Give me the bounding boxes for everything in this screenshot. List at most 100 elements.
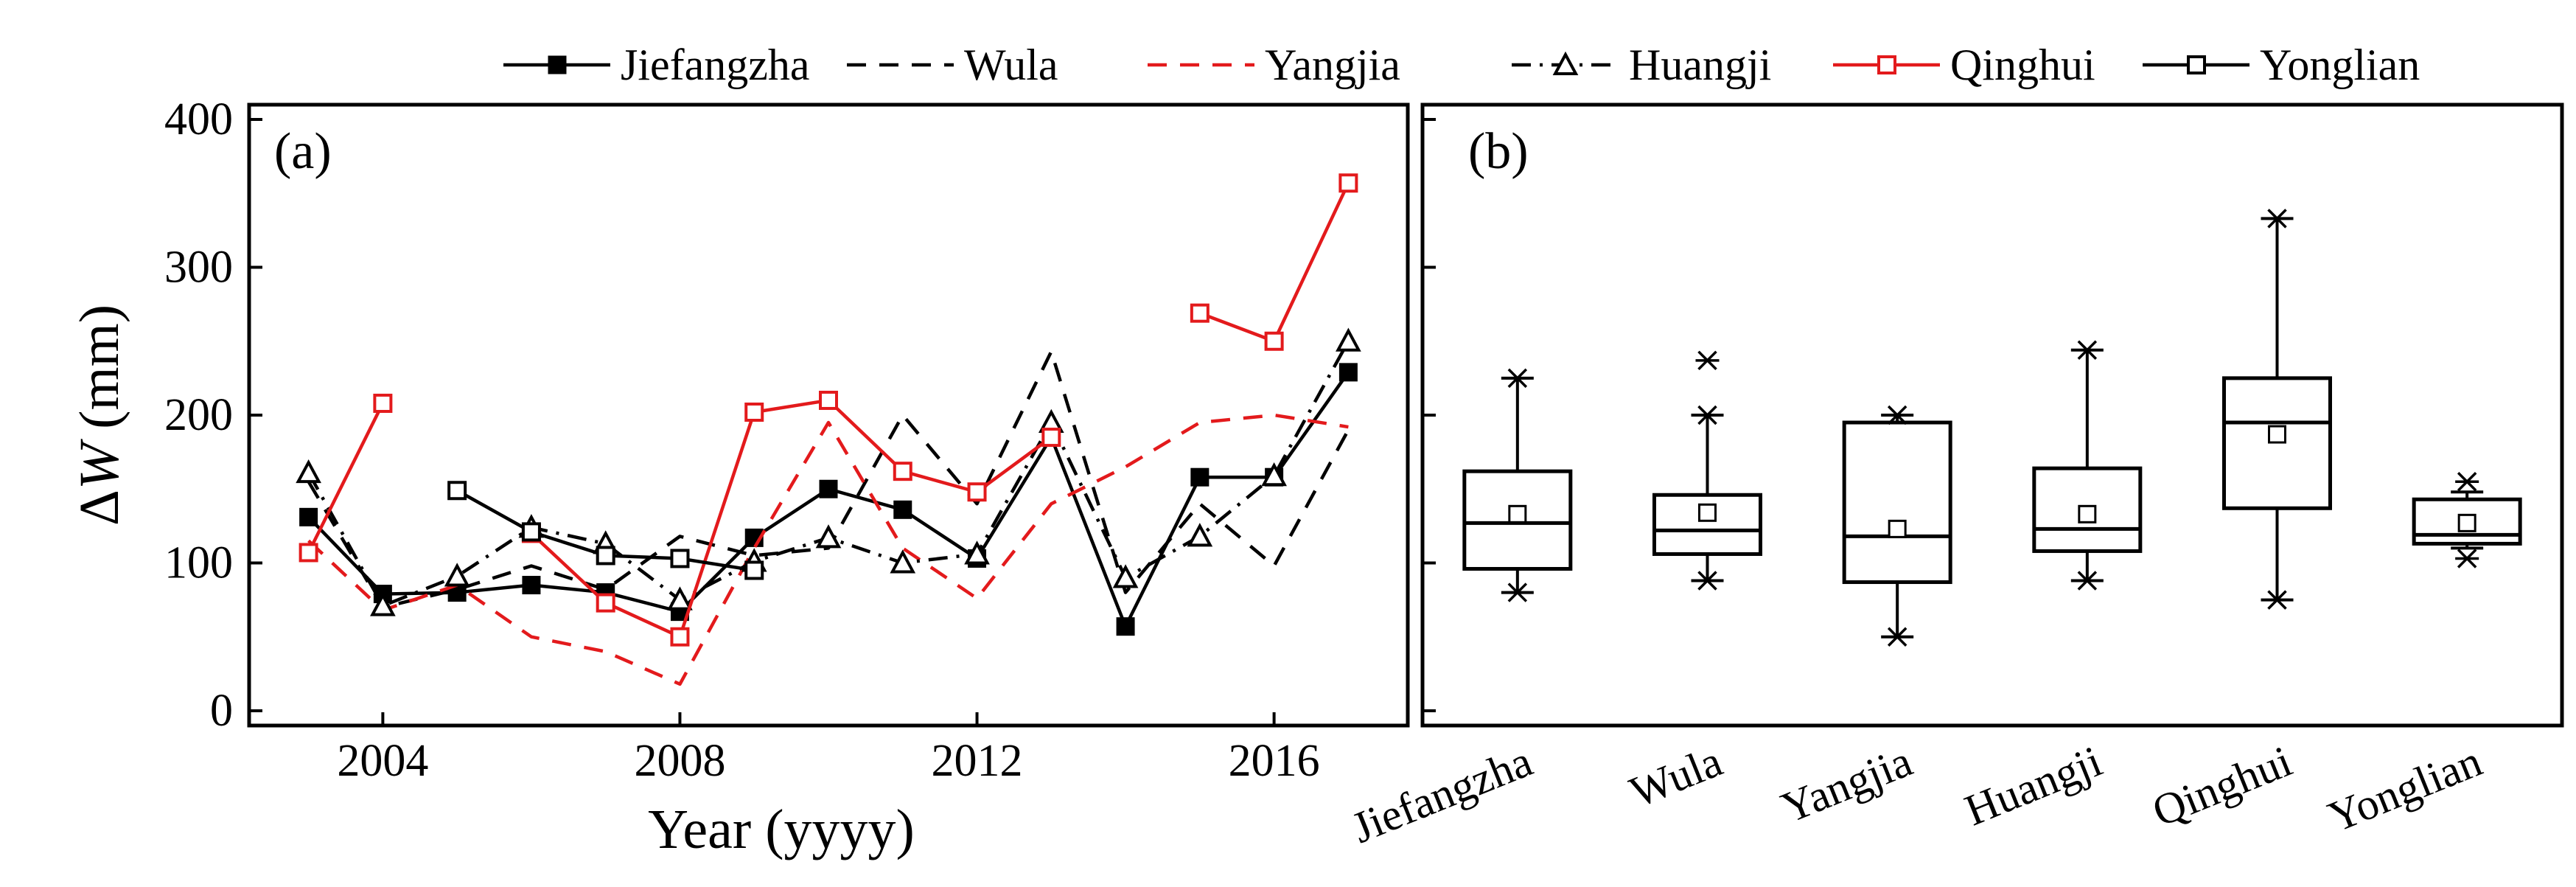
data-point-huangji [1261,462,1287,487]
legend-item-qinghui: Qinghui [1833,41,2095,89]
data-point-qinghui [967,482,987,502]
data-point-jiefangzha [299,507,318,526]
y-axis-title-prefix: Δ [69,490,130,526]
data-point-qinghui [373,393,393,413]
legend-marker-jiefangzha [548,55,567,74]
data-point-jiefangzha [1190,467,1210,487]
data-point-yonglian [744,560,764,580]
data-point-huangji [370,592,396,616]
data-point-qinghui [819,390,838,410]
box-max-marker [2265,209,2289,229]
legend-marker-huangji [1552,51,1579,75]
box-min-marker [1505,582,1529,602]
data-point-huangji [444,563,470,587]
series-line-qinghui [307,402,385,554]
box-iqr [1842,420,1952,585]
box-min-marker [2075,571,2099,591]
box-max-marker [1885,405,1910,425]
data-point-huangji [667,586,693,611]
x-tick-label: 2004 [337,736,428,786]
data-point-yonglian [447,481,467,501]
box-category-labels: Jiefangzha Wula Yangjia Huangji Qinghui Yongl… [1345,737,2488,852]
line-chart-ticks: 0 100 200 300 400 2004 2008 2012 2016 [164,94,1320,786]
x-tick-label: 2016 [1229,736,1320,786]
box-yonglian [2412,471,2522,568]
box-max-marker [1505,368,1529,389]
y-tick-label: 300 [164,243,233,293]
box-mean [2268,425,2286,444]
line-chart-panel: 0 100 200 300 400 2004 2008 2012 2016 (a) Year (… [69,94,1410,860]
box-mean [2457,513,2476,532]
box-min-marker [1885,627,1910,647]
box-min-marker [1695,571,1720,591]
data-point-qinghui [1338,173,1358,193]
line-series-group [296,173,1361,686]
legend-marker-qinghui [1877,55,1896,74]
y-tick-label: 100 [164,538,233,588]
data-point-huangji [1336,327,1361,352]
box-max-marker [1695,405,1720,425]
box-plot-group [1462,209,2522,647]
series-huangji [296,327,1361,616]
y-tick-label: 400 [164,94,233,145]
legend-label-jiefangzha: Jiefangzha [621,41,810,89]
line-chart-frame [247,102,1410,728]
series-line-qinghui [1199,182,1350,344]
box-iqr [2222,376,2332,510]
y-axis-title: ΔW (mm) [69,305,130,526]
line-chart-panel-label: (a) [274,123,332,180]
series-line-yangjia [307,413,1349,686]
category-label-wula: Wula [1623,737,1728,817]
x-tick-label: 2012 [932,736,1023,786]
data-point-qinghui [299,543,318,563]
data-point-jiefangzha [1338,363,1358,382]
legend-item-huangji: Huangji [1512,41,1771,89]
box-qinghui [2222,209,2332,610]
box-chart-frame [1420,102,2564,728]
box-wula [1652,350,1762,591]
category-label-qinghui: Qinghui [2146,737,2298,836]
category-label-yonglian: Yonglian [2322,737,2488,842]
box-iqr [1462,469,1573,571]
legend-marker-yonglian [2187,55,2206,74]
legend-item-yonglian: Yonglian [2143,41,2420,89]
series-line-qinghui [530,398,1053,639]
box-chart-panel-label: (b) [1468,123,1529,180]
data-point-qinghui [1041,428,1061,448]
box-yangjia [1842,405,1952,647]
data-point-qinghui [1264,331,1284,351]
x-tick-label: 2008 [634,736,725,786]
box-iqr [2412,497,2522,546]
category-label-jiefangzha: Jiefangzha [1345,737,1539,852]
data-point-yonglian [521,522,541,542]
legend: Jiefangzha Wula Yangjia Huangji Qinghui Yongl… [503,41,2420,89]
box-min-marker [2455,549,2479,568]
box-max-marker [2455,471,2479,492]
category-label-yangjia: Yangjia [1775,737,1919,832]
data-point-huangji [296,459,321,484]
data-point-jiefangzha [1116,617,1135,636]
box-mean [1698,503,1717,522]
data-point-yonglian [596,546,615,566]
data-point-jiefangzha [893,500,912,519]
data-point-yonglian [670,549,690,568]
box-chart-ticks [1423,118,1436,712]
box-iqr [2032,466,2143,553]
box-mean [1888,519,1907,538]
box-mean [2078,504,2097,523]
data-point-huangji [1112,564,1139,588]
box-chart-panel: (b) Jiefangzha Wula Yangjia Huangji Qinghui Y… [1345,102,2564,852]
box-max-marker [2075,340,2099,361]
data-point-jiefangzha [522,576,541,595]
box-outlier [1695,350,1720,371]
legend-item-wula: Wula [847,41,1058,89]
box-mean [1508,504,1527,523]
data-point-huangji [1187,523,1213,547]
data-point-qinghui [1190,303,1210,323]
box-iqr [1652,493,1762,556]
series-wula [307,349,1350,609]
category-label-huangji: Huangji [1958,737,2109,835]
box-huangji [2032,340,2143,591]
box-min-marker [2265,590,2289,610]
